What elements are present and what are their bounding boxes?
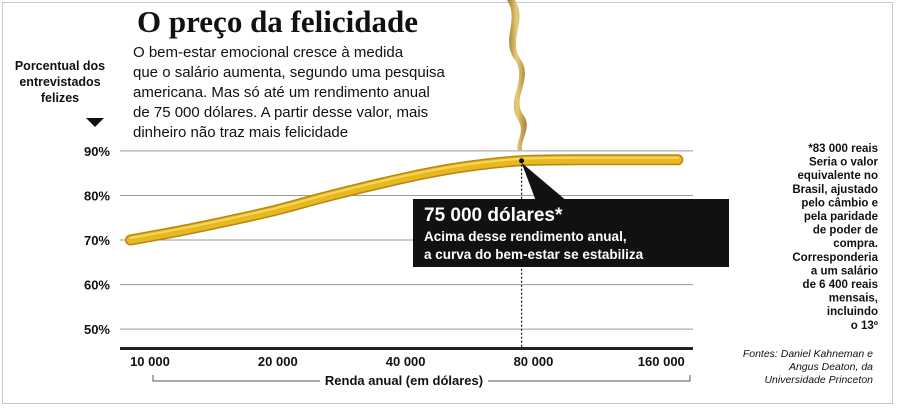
annotation-line: a curva do bem-estar se estabiliza xyxy=(424,247,644,262)
y-axis-pointer-icon xyxy=(86,118,104,127)
footnote-line: de poder de xyxy=(813,225,878,237)
y-tick-label: 60% xyxy=(84,278,110,293)
source-line: Fontes: Daniel Kahneman e xyxy=(743,348,873,360)
annotation-point xyxy=(519,158,525,164)
subtitle-line: de 75 000 dólares. A partir desse valor,… xyxy=(133,104,428,121)
footnote-line: de 6 400 reais xyxy=(803,279,878,291)
y-tick-label: 50% xyxy=(84,322,110,337)
y-tick-labels: 50% 60% 70% 80% 90% xyxy=(84,144,110,337)
footnote-line: *83 000 reais xyxy=(808,143,878,155)
source-line: Angus Deaton, da xyxy=(788,361,873,373)
x-axis-band xyxy=(120,347,693,350)
y-axis-label-line: Porcentual dos xyxy=(15,59,105,73)
annotation-title: 75 000 dólares* xyxy=(424,205,563,226)
x-tick-label: 10 000 xyxy=(130,354,170,369)
ribbon-decoration xyxy=(507,0,527,150)
subtitle-line: O bem-estar emocional cresce à medida xyxy=(133,44,404,61)
y-axis-label: Porcentual dos entrevistados felizes xyxy=(15,59,105,105)
chart-title: O preço da felicidade xyxy=(137,4,418,39)
x-tick-label: 40 000 xyxy=(386,354,426,369)
x-tick-label: 80 000 xyxy=(514,354,554,369)
subtitle-line: que o salário aumenta, segundo uma pesqu… xyxy=(133,64,446,81)
footnote-line: pela paridade xyxy=(804,211,878,223)
annotation-pointer xyxy=(521,162,566,200)
series xyxy=(125,154,684,246)
x-tick-labels: 10 000 20 000 40 000 80 000 160 000 xyxy=(130,354,685,369)
footnote-line: pelo câmbio e xyxy=(801,197,878,209)
footnote-line: incluindo xyxy=(827,306,878,318)
footnote-line: mensais, xyxy=(829,293,878,305)
footnote-line: Seria o valor xyxy=(809,157,879,169)
annotation: 75 000 dólares* Acima desse rendimento a… xyxy=(413,158,729,347)
annotation-box xyxy=(413,199,729,267)
grid xyxy=(120,150,693,330)
x-tick-label: 20 000 xyxy=(258,354,298,369)
subtitle-line: dinheiro não traz mais felicidade xyxy=(133,124,348,141)
series-line xyxy=(126,155,682,244)
y-axis-label-line: felizes xyxy=(41,91,79,105)
x-axis-label-bg xyxy=(320,371,488,389)
series-line-highlight xyxy=(129,156,679,239)
subtitle-line: americana. Mas só até um rendimento anua… xyxy=(133,84,430,101)
footnote-line: Brasil, ajustado xyxy=(792,184,878,196)
y-tick-label: 70% xyxy=(84,233,110,248)
y-tick-label: 90% xyxy=(84,144,110,159)
footnote-line: equivalente no xyxy=(797,170,878,182)
footnote-line: o 13º xyxy=(851,320,878,332)
y-tick-label: 80% xyxy=(84,188,110,203)
footnote-line: Corresponderia xyxy=(792,252,878,264)
x-axis-label: Renda anual (em dólares) xyxy=(325,373,483,388)
source: Fontes: Daniel Kahneman e Angus Deaton, … xyxy=(743,348,873,386)
y-axis-label-line: entrevistados xyxy=(19,75,100,89)
source-line: Universidade Princeton xyxy=(764,374,873,386)
annotation-line: Acima desse rendimento anual, xyxy=(424,229,627,244)
chart-subtitle: O bem-estar emocional cresce à medida qu… xyxy=(133,44,446,141)
footnote-line: compra. xyxy=(833,238,878,250)
footnote-line: a um salário xyxy=(811,265,878,277)
x-tick-label: 160 000 xyxy=(638,354,685,369)
